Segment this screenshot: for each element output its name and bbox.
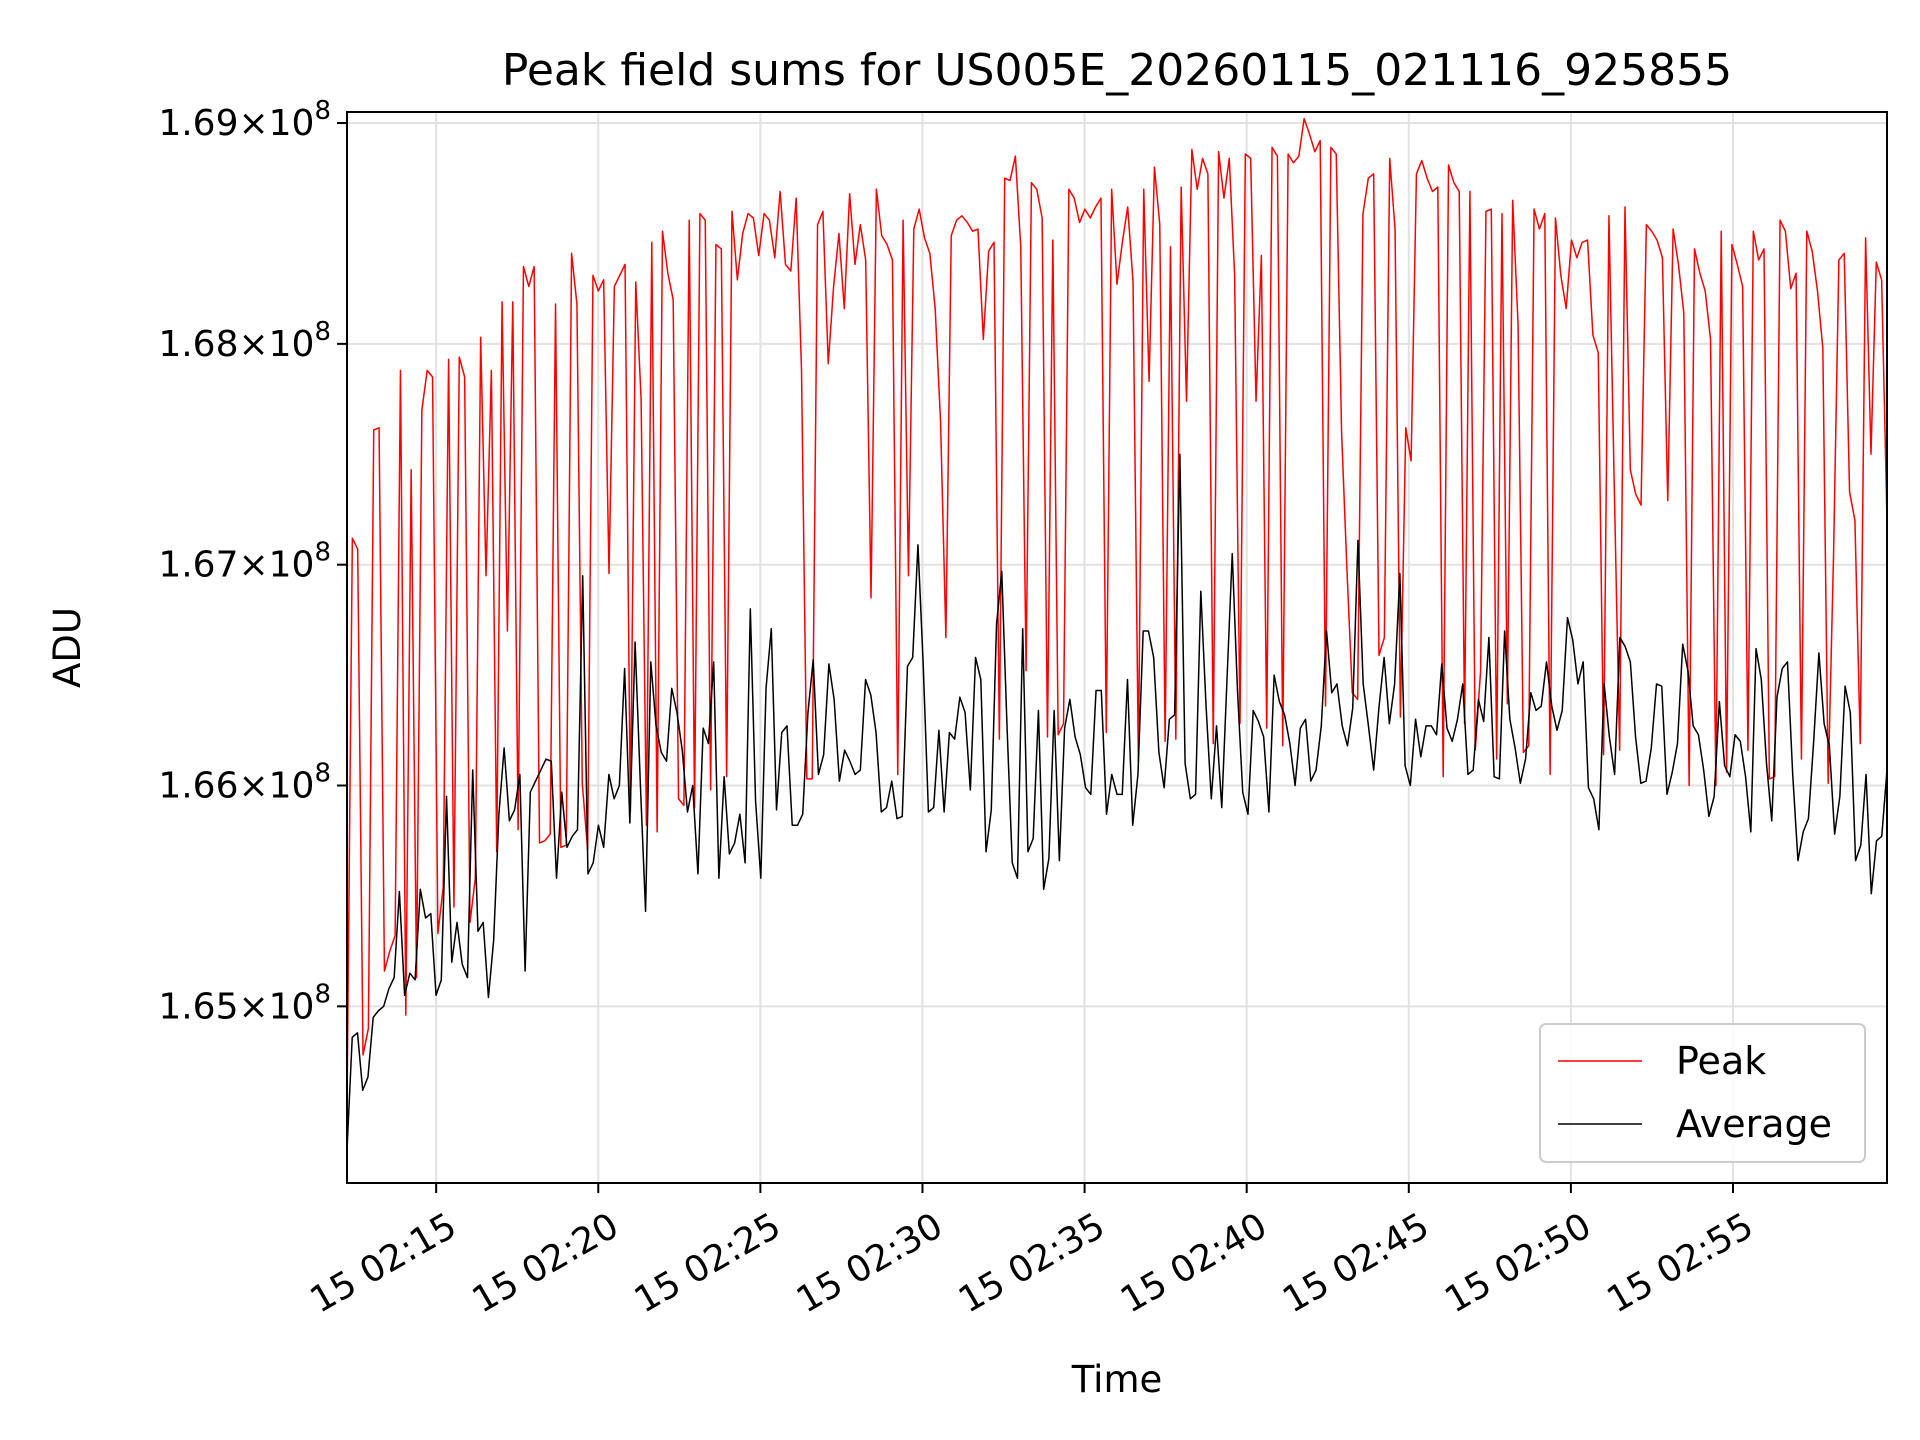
legend-label-peak: Peak [1676, 1039, 1766, 1083]
y-tick-label: 1.69×108 [158, 96, 331, 144]
legend-box [1539, 1023, 1866, 1163]
legend-label-average: Average [1676, 1102, 1832, 1146]
chart-title: Peak field sums for US005E_20260115_0211… [502, 45, 1732, 96]
series-layer [347, 117, 1887, 1150]
legend: Peak Average [1539, 1023, 1866, 1163]
x-axis-title: Time [1071, 1358, 1163, 1401]
y-tick-label: 1.68×108 [158, 317, 331, 365]
series-line-average [347, 453, 1887, 1150]
y-tick-label: 1.66×108 [158, 759, 331, 807]
y-tick-label: 1.65×108 [158, 979, 331, 1027]
y-tick-label: 1.67×108 [158, 538, 331, 586]
grid [347, 112, 1887, 1183]
y-axis-title: ADU [46, 607, 89, 688]
plot-area-frame [346, 111, 1888, 1184]
series-line-peak [347, 117, 1887, 1106]
